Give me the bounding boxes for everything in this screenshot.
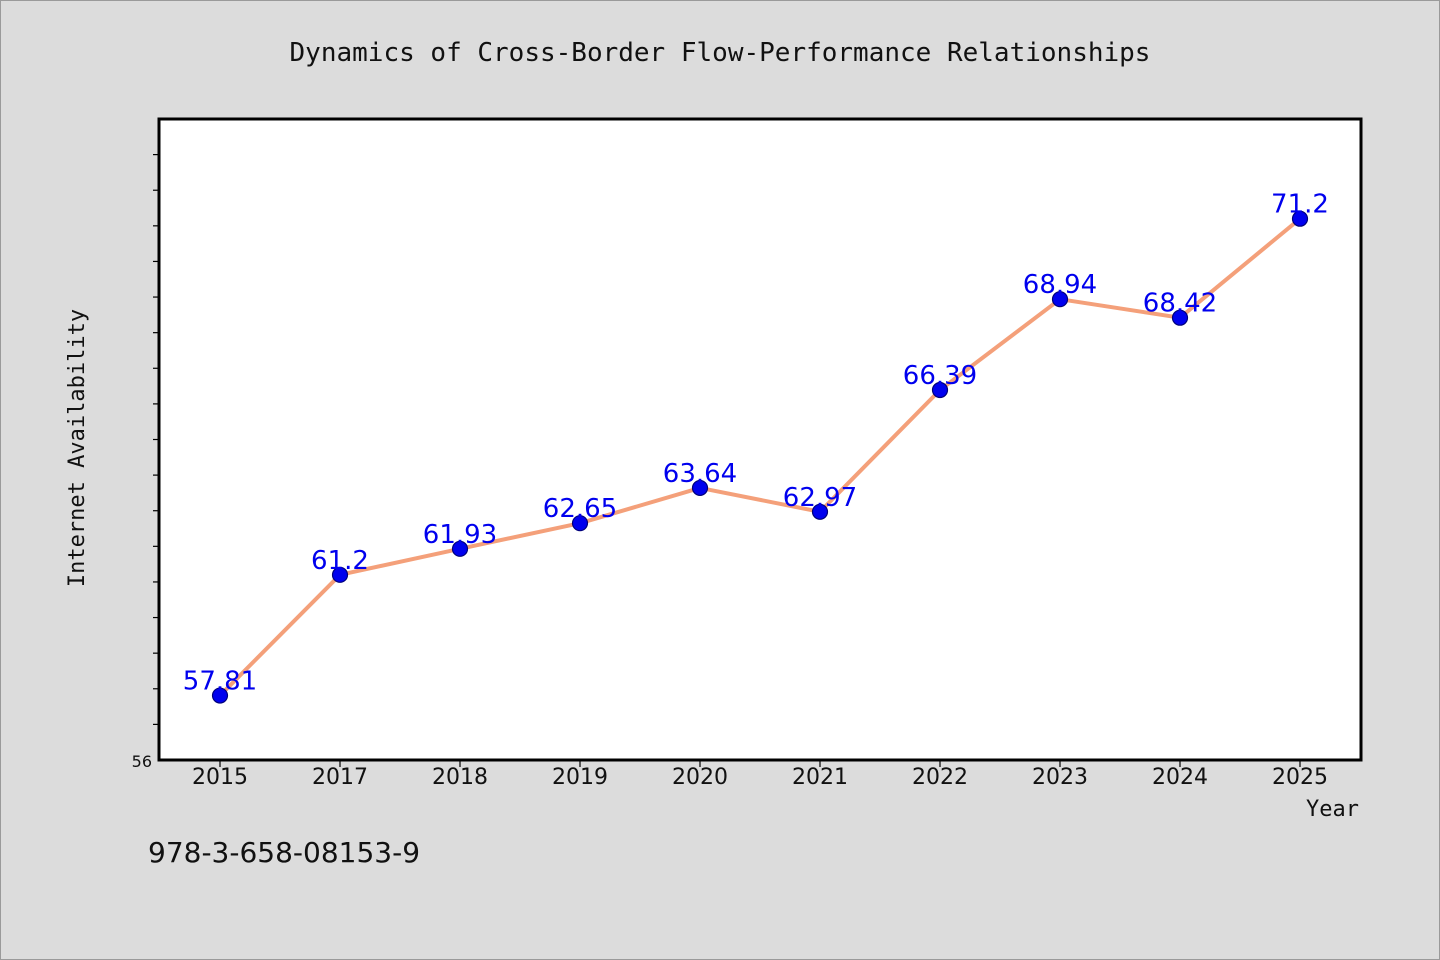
data-label: 68.94 bbox=[1023, 270, 1097, 300]
data-label: 62.97 bbox=[783, 483, 857, 513]
x-tick-label: 2023 bbox=[1032, 765, 1088, 790]
y-axis-label: Internet Availability bbox=[65, 309, 90, 587]
series-line-group bbox=[218, 216, 1302, 698]
data-point bbox=[1051, 291, 1069, 308]
x-tick-label: 2024 bbox=[1152, 765, 1208, 790]
x-axis-ticks: 2015 2017 2018 2019 2020 2021 2022 2023 2024 2025 bbox=[192, 760, 1328, 790]
data-point bbox=[1291, 210, 1309, 227]
x-tick-label: 2021 bbox=[792, 765, 848, 790]
x-tick-label: 2015 bbox=[192, 765, 248, 790]
x-tick-label: 2018 bbox=[432, 765, 488, 790]
isbn-text: 978-3-658-08153-9 bbox=[148, 836, 420, 869]
data-label: 68.42 bbox=[1143, 289, 1217, 319]
data-label: 62.65 bbox=[543, 494, 617, 524]
data-point bbox=[211, 687, 229, 704]
data-label: 71.2 bbox=[1271, 190, 1329, 220]
data-point bbox=[931, 381, 949, 399]
x-tick-label: 2019 bbox=[552, 765, 608, 790]
series-line bbox=[218, 216, 1302, 698]
x-tick-label: 2022 bbox=[912, 765, 968, 790]
series-markers-group bbox=[211, 210, 1309, 704]
data-point bbox=[811, 503, 829, 520]
x-tick-label: 2025 bbox=[1272, 765, 1328, 790]
data-point bbox=[451, 540, 469, 557]
data-point bbox=[571, 515, 589, 532]
data-labels-group: 57.81 61.2 61.93 62.65 63.64 62.97 66.39 68.94 6… bbox=[183, 190, 1329, 697]
data-label: 57.81 bbox=[183, 667, 257, 697]
data-point bbox=[691, 479, 709, 497]
chart-title: Dynamics of Cross-Border Flow-Performanc… bbox=[290, 38, 1151, 68]
x-tick-label: 2017 bbox=[312, 765, 368, 790]
plot-area bbox=[157, 117, 1363, 762]
data-point bbox=[331, 566, 349, 583]
data-label: 66.39 bbox=[903, 361, 977, 391]
x-axis-label: Year bbox=[1306, 797, 1359, 822]
y-axis-ticks bbox=[153, 154, 159, 725]
data-point bbox=[1171, 309, 1189, 326]
data-label: 63.64 bbox=[663, 459, 737, 489]
y-tick-label-min: 56 bbox=[132, 752, 152, 771]
data-label: 61.93 bbox=[423, 520, 497, 550]
x-tick-label: 2020 bbox=[672, 765, 728, 790]
data-label: 61.2 bbox=[311, 546, 369, 576]
